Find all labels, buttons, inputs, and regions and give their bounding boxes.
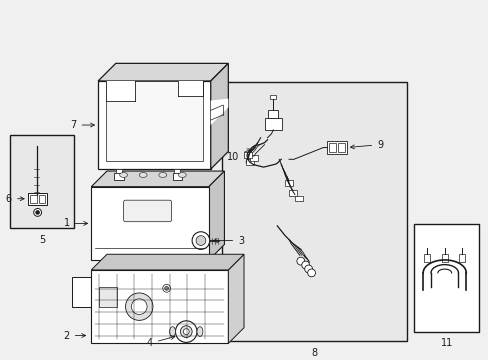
Circle shape — [307, 269, 315, 277]
Circle shape — [296, 257, 304, 265]
Bar — [39, 195, 45, 203]
Circle shape — [304, 265, 312, 273]
Bar — [30, 195, 37, 203]
Bar — [116, 169, 122, 172]
Bar — [222, 82, 406, 341]
Bar — [337, 143, 344, 152]
Bar — [106, 81, 203, 161]
Polygon shape — [228, 254, 244, 343]
FancyBboxPatch shape — [288, 190, 296, 195]
Circle shape — [125, 293, 153, 320]
Text: 7: 7 — [70, 120, 94, 130]
Text: 11: 11 — [440, 338, 452, 348]
Bar — [114, 172, 123, 180]
Circle shape — [183, 329, 189, 334]
Polygon shape — [91, 171, 224, 187]
Bar — [264, 118, 282, 130]
Text: 8: 8 — [311, 348, 317, 358]
Circle shape — [164, 286, 168, 290]
Ellipse shape — [178, 172, 186, 177]
Circle shape — [34, 208, 41, 216]
Ellipse shape — [139, 172, 147, 177]
Polygon shape — [210, 63, 228, 169]
Text: 3: 3 — [213, 235, 244, 246]
Circle shape — [192, 232, 209, 249]
Bar — [91, 187, 208, 260]
Bar — [270, 95, 276, 99]
Bar — [268, 111, 278, 118]
Text: 10: 10 — [226, 149, 251, 162]
Bar — [91, 270, 228, 343]
Polygon shape — [106, 81, 135, 100]
Ellipse shape — [120, 172, 127, 177]
Bar — [326, 141, 346, 154]
Ellipse shape — [169, 327, 175, 337]
Bar — [98, 81, 210, 169]
Bar — [423, 254, 429, 262]
Bar — [72, 277, 93, 307]
Bar — [441, 254, 447, 262]
Text: 1: 1 — [63, 219, 87, 229]
Polygon shape — [178, 81, 203, 96]
Circle shape — [175, 321, 197, 342]
Text: 2: 2 — [63, 330, 85, 341]
Bar — [172, 172, 182, 180]
FancyBboxPatch shape — [285, 180, 292, 186]
Bar — [328, 143, 335, 152]
Circle shape — [131, 299, 147, 315]
FancyBboxPatch shape — [123, 200, 171, 222]
Text: 6: 6 — [6, 194, 24, 204]
Circle shape — [196, 236, 205, 246]
Bar — [458, 254, 464, 262]
Bar — [10, 135, 74, 228]
Polygon shape — [91, 254, 244, 270]
Polygon shape — [210, 99, 228, 125]
FancyBboxPatch shape — [294, 195, 302, 201]
Circle shape — [163, 284, 170, 292]
Circle shape — [301, 261, 309, 269]
Polygon shape — [98, 63, 228, 81]
Ellipse shape — [159, 172, 166, 177]
Bar — [99, 287, 117, 307]
Circle shape — [180, 326, 192, 337]
Bar — [174, 169, 180, 172]
Bar — [28, 193, 47, 204]
FancyBboxPatch shape — [249, 156, 257, 161]
Text: 4: 4 — [146, 336, 175, 348]
Bar — [413, 224, 478, 332]
FancyBboxPatch shape — [245, 159, 253, 165]
Text: 5: 5 — [39, 235, 45, 245]
Circle shape — [36, 211, 40, 214]
FancyBboxPatch shape — [244, 152, 251, 158]
Text: 9: 9 — [350, 140, 383, 150]
Polygon shape — [208, 171, 224, 260]
Ellipse shape — [197, 327, 203, 337]
